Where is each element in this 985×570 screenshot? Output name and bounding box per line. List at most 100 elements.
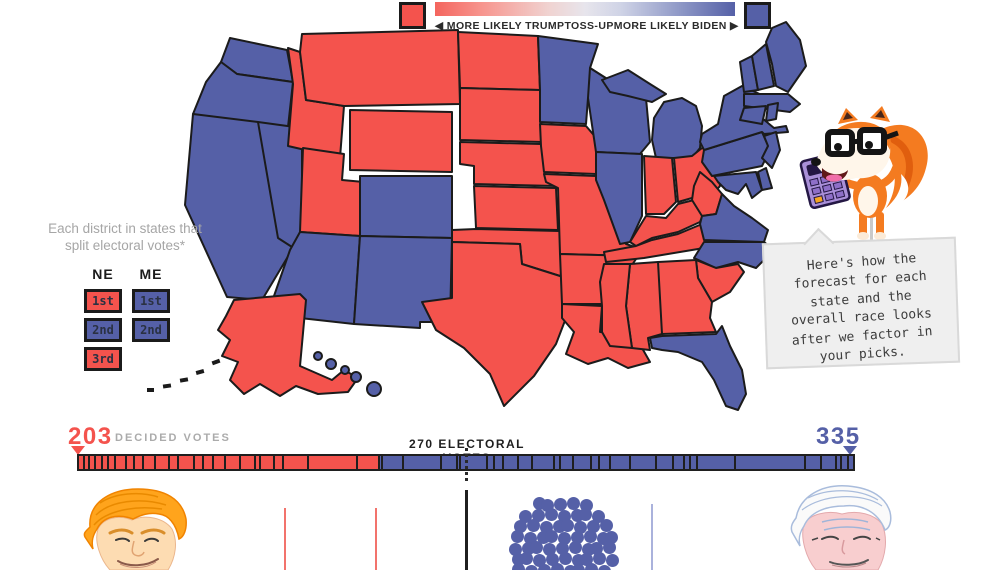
biden-ev-segment xyxy=(842,456,850,469)
simulation-dot xyxy=(566,496,580,510)
biden-ev-segment xyxy=(657,456,675,469)
trump-marker-icon xyxy=(71,446,85,455)
trump-ev-segment xyxy=(241,456,256,469)
trump-ev-segment xyxy=(156,456,170,469)
threshold-270-dotted-line xyxy=(465,448,468,481)
trump-legend-swatch xyxy=(399,2,426,29)
state-ak[interactable] xyxy=(217,293,359,397)
simulation-dot xyxy=(568,540,582,554)
trump-ev-segment xyxy=(126,456,135,469)
trump-ev-segment xyxy=(255,456,262,469)
biden-ev-segment xyxy=(494,456,505,469)
split-district-boxes: NE 1st 2nd 3rd ME 1st 2nd xyxy=(84,266,170,371)
state-nd[interactable] xyxy=(457,31,541,91)
trump-ev-segment xyxy=(357,456,380,469)
state-va[interactable] xyxy=(699,193,769,243)
district-box-ne-3rd[interactable]: 3rd xyxy=(84,347,122,371)
speech-bubble-text: Here's how the forecast for each state and… xyxy=(764,239,958,368)
simulation-dot xyxy=(578,507,592,521)
legend-biden-label: MORE LIKELY BIDEN ▶ xyxy=(613,20,739,32)
simulation-dot xyxy=(508,542,522,556)
state-in[interactable] xyxy=(643,155,677,215)
fivey-speech-bubble: Here's how the forecast for each state and… xyxy=(761,227,961,370)
simulation-dot xyxy=(571,563,585,570)
state-mi-up[interactable] xyxy=(601,69,667,103)
state-mt[interactable] xyxy=(299,29,461,107)
state-fl[interactable] xyxy=(649,325,747,411)
simulation-dot xyxy=(591,509,605,523)
state-md[interactable] xyxy=(713,171,763,199)
state-ms[interactable] xyxy=(599,263,633,349)
simulation-dot xyxy=(592,551,606,565)
threshold-270-axis-line xyxy=(465,490,468,570)
simulation-dot xyxy=(513,519,527,533)
state-ri[interactable] xyxy=(765,102,779,122)
state-wy[interactable] xyxy=(349,109,453,173)
trump-ev-segment xyxy=(115,456,127,469)
biden-ev-segment xyxy=(611,456,631,469)
simulation-dot xyxy=(532,553,546,567)
state-ks[interactable] xyxy=(473,185,559,231)
state-me[interactable] xyxy=(765,21,807,93)
simulation-dot xyxy=(558,551,572,565)
district-box-me-1st[interactable]: 1st xyxy=(132,289,170,313)
state-nh[interactable] xyxy=(751,43,775,91)
trump-ev-segment xyxy=(225,456,242,469)
state-co[interactable] xyxy=(359,175,453,239)
trump-ev-segment xyxy=(79,456,85,469)
state-hi[interactable] xyxy=(313,351,382,397)
trump-ev-segment xyxy=(103,456,109,469)
simulation-dot xyxy=(529,540,543,554)
trump-ev-segment xyxy=(204,456,214,469)
simulation-dot xyxy=(583,529,597,543)
biden-marker-icon xyxy=(843,446,857,455)
state-tx[interactable] xyxy=(421,241,599,407)
simulation-dot xyxy=(605,553,619,567)
simulation-dot xyxy=(545,552,559,566)
simulation-dot xyxy=(557,531,571,545)
state-sd[interactable] xyxy=(459,87,543,143)
simulation-dot xyxy=(510,529,524,543)
state-nj[interactable] xyxy=(761,131,781,169)
biden-ev-segment xyxy=(441,456,458,469)
simulation-dot xyxy=(597,564,611,570)
district-box-ne-1st[interactable]: 1st xyxy=(84,289,122,313)
simulation-dot xyxy=(544,507,558,521)
biden-ev-segment xyxy=(403,456,442,469)
trump-ev-segment xyxy=(194,456,205,469)
biden-ev-segment xyxy=(822,456,837,469)
biden-ev-segment xyxy=(379,456,384,469)
biden-ev-segment xyxy=(487,456,495,469)
glasses-icon xyxy=(825,127,899,157)
state-il[interactable] xyxy=(595,151,643,245)
district-note: Each district in states that split elect… xyxy=(48,221,202,254)
legend-tossup-label: TOSS-UP xyxy=(564,20,614,32)
trump-ev-segment xyxy=(178,456,195,469)
biden-ev-segment xyxy=(573,456,593,469)
district-header-me: ME xyxy=(139,266,163,282)
trump-vote-total: 203 xyxy=(68,423,113,450)
trump-ev-segment xyxy=(84,456,91,469)
state-ct[interactable] xyxy=(739,105,767,125)
biden-outcome-marker-line xyxy=(651,504,653,570)
district-box-ne-2nd[interactable]: 2nd xyxy=(84,318,122,342)
biden-ev-segment xyxy=(600,456,612,469)
biden-ev-segment xyxy=(457,456,461,469)
simulation-dot xyxy=(570,530,584,544)
simulation-dot xyxy=(579,552,593,566)
simulation-dot xyxy=(511,562,525,570)
biden-ev-segment xyxy=(504,456,519,469)
district-box-me-2nd[interactable]: 2nd xyxy=(132,318,170,342)
trump-ev-segment xyxy=(308,456,358,469)
district-header-ne: NE xyxy=(92,266,114,282)
state-mi[interactable] xyxy=(651,97,703,159)
biden-ev-segment xyxy=(697,456,736,469)
biden-legend-swatch xyxy=(744,2,771,29)
biden-ev-segment xyxy=(836,456,843,469)
state-ia[interactable] xyxy=(539,123,599,175)
biden-ev-segment xyxy=(806,456,823,469)
biden-ev-segment xyxy=(383,456,404,469)
trump-ev-segment xyxy=(274,456,285,469)
